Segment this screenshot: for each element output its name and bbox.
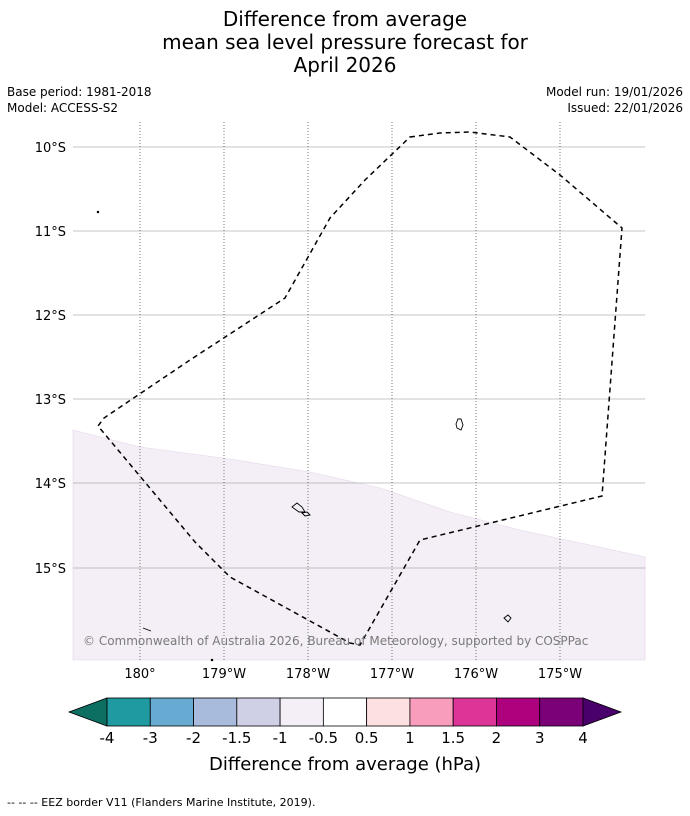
anomaly-shaded-region xyxy=(72,429,646,661)
lon-label: 180° xyxy=(124,667,155,682)
eez-border xyxy=(97,131,623,646)
colorbar-segment xyxy=(409,697,454,727)
colorbar-segment xyxy=(149,697,194,727)
island-outline xyxy=(455,418,464,431)
island-dot xyxy=(210,658,214,662)
lat-labels: 10°S 11°S 12°S 13°S 14°S 15°S xyxy=(35,141,66,577)
lat-label: 12°S xyxy=(35,309,66,324)
colorbar-tick-label: -2 xyxy=(186,729,201,747)
issued-text: Issued: 22/01/2026 xyxy=(567,101,683,115)
colorbar-segment xyxy=(496,697,541,727)
colorbar-tick-label: 1 xyxy=(405,729,415,747)
colorbar-tick-label: -3 xyxy=(143,729,158,747)
colorbar-tick-label: -4 xyxy=(100,729,115,747)
colorbar-tick-label: 0.5 xyxy=(355,729,379,747)
colorbar: -4 -3 -2 -1.5 -1 -0.5 0.5 1 1.5 2 3 4 Difference fr… xyxy=(67,697,623,775)
colorbar-arrow-right xyxy=(582,697,623,727)
lat-label: 13°S xyxy=(35,393,66,408)
colorbar-tick-label: 1.5 xyxy=(441,729,465,747)
lat-gridlines xyxy=(73,146,645,569)
lon-label: 178°W xyxy=(286,667,330,682)
colorbar-segment xyxy=(193,697,238,727)
map-figure: 10°S 11°S 12°S 13°S 14°S 15°S 180° 179°W… xyxy=(35,122,646,775)
title-line-1: Difference from average xyxy=(222,7,468,31)
colorbar-segment xyxy=(539,697,584,727)
title-line-2: mean sea level pressure forecast for xyxy=(162,30,528,54)
model-run-text: Model run: 19/01/2026 xyxy=(545,85,683,99)
lat-label: 14°S xyxy=(35,477,66,492)
colorbar-tick-label: 3 xyxy=(535,729,545,747)
lat-label: 15°S xyxy=(35,562,66,577)
colorbar-arrow-left xyxy=(67,697,108,727)
colorbar-segments xyxy=(106,697,584,727)
island-dot xyxy=(96,210,100,214)
lon-label: 177°W xyxy=(370,667,414,682)
model-text: Model: ACCESS-S2 xyxy=(7,101,119,115)
title-line-3: April 2026 xyxy=(293,53,397,77)
islands xyxy=(96,210,512,662)
eez-legend-text: -- -- -- EEZ border V11 (Flanders Marine… xyxy=(7,796,316,809)
lon-labels: 180° 179°W 178°W 177°W 176°W 175°W xyxy=(124,667,582,682)
lon-label: 179°W xyxy=(202,667,246,682)
colorbar-tick-label: 4 xyxy=(578,729,588,747)
colorbar-title: Difference from average (hPa) xyxy=(209,754,481,775)
colorbar-segment xyxy=(279,697,324,727)
copyright-credit: © Commonwealth of Australia 2026, Bureau… xyxy=(83,634,588,648)
colorbar-segment xyxy=(452,697,497,727)
colorbar-tick-labels: -4 -3 -2 -1.5 -1 -0.5 0.5 1 1.5 2 3 4 xyxy=(100,729,588,747)
island-outline xyxy=(301,511,311,517)
meta-right: Model run: 19/01/2026 Issued: 22/01/2026 xyxy=(546,84,683,116)
colorbar-segment xyxy=(236,697,281,727)
colorbar-tick-label: -1 xyxy=(273,729,288,747)
island-outline xyxy=(503,614,512,623)
colorbar-segment xyxy=(322,697,368,727)
lon-label: 175°W xyxy=(538,667,582,682)
colorbar-tick-label: -0.5 xyxy=(309,729,338,747)
base-period-text: Base period: 1981-2018 xyxy=(7,85,152,99)
lon-label: 176°W xyxy=(454,667,498,682)
island-outline xyxy=(291,502,306,513)
colorbar-segment xyxy=(366,697,411,727)
island-outline xyxy=(142,627,152,632)
lat-label: 11°S xyxy=(35,225,66,240)
lat-label: 10°S xyxy=(35,141,66,156)
colorbar-tick-label: -1.5 xyxy=(222,729,251,747)
colorbar-segment xyxy=(106,697,151,727)
meta-left: Base period: 1981-2018 Model: ACCESS-S2 xyxy=(7,84,152,116)
colorbar-tick-label: 2 xyxy=(492,729,502,747)
map-title: Difference from average mean sea level p… xyxy=(0,8,690,77)
